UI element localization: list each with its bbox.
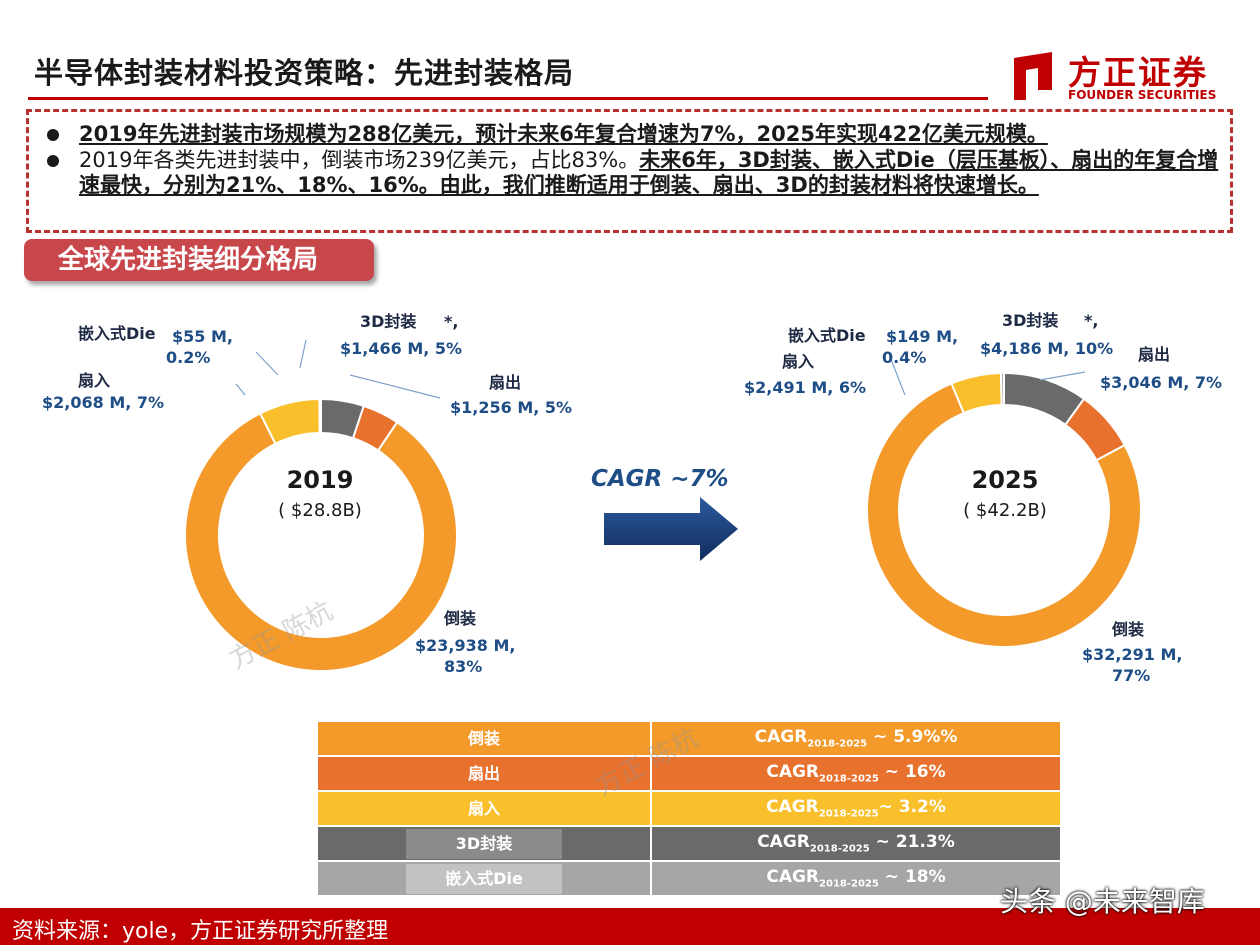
cagr-value: ~ 3.2% (878, 797, 946, 818)
cagr-row-fanin: 扇入 CAGR2018-2025~ 3.2% (316, 790, 1062, 827)
center-total-2019: ( $28.8B) (278, 500, 362, 521)
cagr-row-name-cell: 扇出 (316, 755, 652, 792)
cagr-period: 2018-2025 (819, 773, 879, 785)
cagr-row-flipchip: 倒装 CAGR2018-2025 ~ 5.9%% (316, 720, 1062, 757)
cagr-row-name: 倒装 (467, 728, 500, 748)
cagr-prefix: CAGR (766, 867, 820, 888)
bullet-text-2-bold: 未来6年，3D封装、嵌入式Die（层压基板）、扇出的年复合增速最快，分别为21%… (79, 147, 1219, 198)
slice-2019-flipchip (184, 412, 458, 672)
bullet-item-2: 2019年各类先进封装中，倒装市场239亿美元，占比83%。未来6年，3D封装、… (39, 148, 1226, 199)
founder-logo: 方正证券 FOUNDER SECURITIES (1008, 44, 1238, 106)
cagr-period: 2018-2025 (807, 738, 868, 750)
cagr-value: ~ 18% (878, 867, 946, 888)
label-2025-flipchip-name: 倒装 (1112, 620, 1145, 639)
bullet-dot (47, 154, 59, 167)
label-2019-embedded-value: $55 M, (172, 327, 233, 346)
bullet-text-2-plain: 2019年各类先进封装中，倒装市场239亿美元，占比83%。 (79, 147, 640, 172)
cagr-row-name-cell: 扇入 (316, 790, 652, 827)
cagr-row-name: 嵌入式Die (406, 863, 562, 894)
founder-logo-icon (1014, 52, 1052, 100)
cagr-value: ~ 5.9%% (867, 727, 958, 748)
label-2025-embedded-name: 嵌入式Die (788, 326, 866, 345)
leader-line-2025-2 (889, 356, 906, 396)
label-2025-flipchip-share: 77% (1112, 666, 1151, 685)
logo-text-cn: 方正证券 (1068, 53, 1208, 92)
label-2019-embedded-share: 0.2% (166, 348, 211, 367)
leader-line-2019-2 (349, 374, 441, 399)
label-2019-flipchip-name: 倒装 (444, 609, 477, 628)
label-2019-fanin-name: 扇入 (78, 371, 111, 390)
slice-2019-embedded (318, 397, 322, 435)
cagr-row-value: CAGR2018-2025 ~ 16% (650, 755, 1062, 792)
label-2019-flipchip-value: $23,938 M, (415, 636, 516, 655)
label-2025-embedded-value: $149 M, (886, 327, 959, 346)
cagr-arrow-label: CAGR ~7% (591, 466, 729, 492)
logo-text-en: FOUNDER SECURITIES (1068, 88, 1217, 102)
leader-line-2019-3 (235, 383, 246, 396)
label-2025-fanout-name: 扇出 (1138, 345, 1171, 364)
section-title: 全球先进封装细分格局 (24, 239, 374, 281)
cagr-row-name-cell: 嵌入式Die (316, 860, 652, 897)
label-2019-fanout-name: 扇出 (489, 373, 522, 392)
bullet-dot (47, 129, 59, 141)
bullet-item-1: 2019年先进封装市场规模为288亿美元，预计未来6年复合增速为7%，2025年… (39, 122, 1226, 148)
footer-bar (0, 908, 1260, 945)
bullet-text-1: 2019年先进封装市场规模为288亿美元，预计未来6年复合增速为7%，2025年… (79, 122, 1048, 146)
label-2025-fanin-value: $2,491 M, 6% (744, 378, 867, 397)
leader-line-2019-4 (255, 351, 279, 376)
slice-2025-flipchip (866, 382, 1142, 648)
cagr-value: ~ 21.3% (869, 832, 955, 853)
label-2019-3d-name: 3D封装 (360, 312, 417, 331)
slice-2025-embedded (999, 371, 1005, 407)
summary-box: 2019年先进封装市场规模为288亿美元，预计未来6年复合增速为7%，2025年… (26, 109, 1233, 233)
center-year-2019: 2019 (286, 466, 354, 494)
cagr-row-fanout: 扇出 CAGR2018-2025 ~ 16% (316, 755, 1062, 792)
cagr-row-3d: 3D封装 CAGR2018-2025 ~ 21.3% (316, 825, 1062, 862)
label-2025-3d-name: 3D封装 (1002, 311, 1059, 330)
label-2025-fanin-name: 扇入 (782, 352, 815, 371)
label-2019-embedded-name: 嵌入式Die (78, 324, 156, 343)
center-year-2025: 2025 (971, 466, 1039, 494)
cagr-row-embedded: 嵌入式Die CAGR2018-2025 ~ 18% (316, 860, 1062, 897)
cagr-row-name: 扇入 (467, 798, 500, 818)
cagr-row-value: CAGR2018-2025 ~ 5.9%% (650, 720, 1062, 757)
label-2019-fanout-value: $1,256 M, 5% (450, 398, 573, 417)
cagr-period: 2018-2025 (819, 878, 879, 890)
leader-line-2019-1 (299, 339, 307, 369)
donut-charts (184, 339, 1142, 672)
label-2025-asterisk: *, (1084, 311, 1099, 330)
label-2025-embedded-share: 0.4% (882, 348, 927, 367)
right-arrow-icon (604, 497, 738, 561)
cagr-prefix: CAGR (754, 727, 808, 748)
source-note: 资料来源：yole，方正证券研究所整理 (12, 919, 389, 944)
cagr-prefix: CAGR (766, 762, 820, 783)
page-title: 半导体封装材料投资策略：先进封装格局 (34, 56, 575, 90)
label-2019-3d-value: $1,466 M, 5% (340, 339, 463, 358)
cagr-prefix: CAGR (757, 832, 810, 853)
cagr-period: 2018-2025 (809, 843, 870, 855)
label-2025-3d-value: $4,186 M, 10% (980, 339, 1114, 358)
cagr-table: 倒装 CAGR2018-2025 ~ 5.9%% 扇出 CAGR2018-2025 ~… (316, 720, 1062, 897)
cagr-row-value: CAGR2018-2025 ~ 21.3% (650, 825, 1062, 862)
label-2019-flipchip-share: 83% (444, 657, 483, 676)
cagr-row-name: 扇出 (467, 763, 500, 783)
cagr-prefix: CAGR (766, 797, 819, 818)
center-total-2025: ( $42.2B) (963, 500, 1047, 521)
cagr-row-name-cell: 3D封装 (316, 825, 652, 862)
title-underline (28, 97, 988, 100)
label-2025-flipchip-value: $32,291 M, (1082, 645, 1183, 664)
label-2019-fanin-value: $2,068 M, 7% (42, 393, 165, 412)
cagr-row-name-cell: 倒装 (316, 720, 652, 757)
cagr-period: 2018-2025 (818, 808, 879, 820)
leader-line-2025-1 (1039, 371, 1086, 381)
cagr-row-name: 3D封装 (406, 828, 562, 859)
cagr-value: ~ 16% (878, 762, 946, 783)
label-2025-fanout-value: $3,046 M, 7% (1100, 373, 1223, 392)
cagr-row-value: CAGR2018-2025~ 3.2% (650, 790, 1062, 827)
cagr-row-value: CAGR2018-2025 ~ 18% (650, 860, 1062, 897)
label-2019-asterisk: *, (444, 312, 459, 331)
toutiao-watermark: 头条 @未来智库 (1000, 885, 1205, 918)
